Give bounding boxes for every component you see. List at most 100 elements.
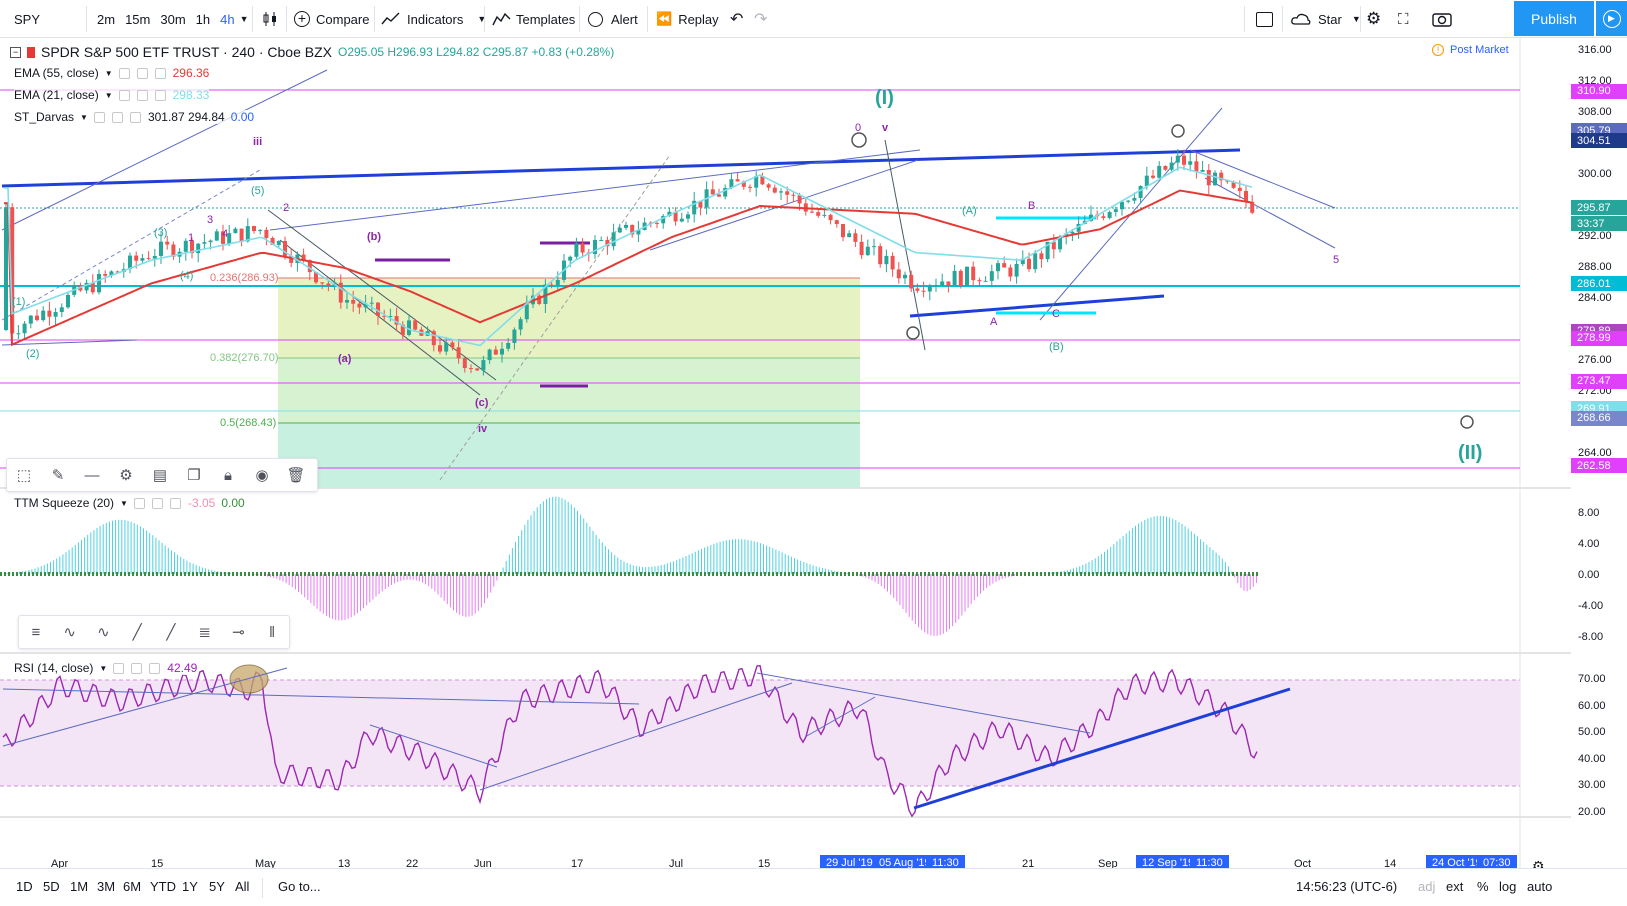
pencil-icon[interactable]: ✎ — [51, 467, 65, 484]
wave-label[interactable]: iv — [478, 423, 488, 435]
visibility-icon[interactable] — [133, 497, 145, 509]
clock-label[interactable]: 14:56:23 (UTC-6) — [1296, 879, 1398, 894]
range-5y[interactable]: 5Y — [209, 879, 225, 894]
settings-icon[interactable] — [131, 662, 143, 674]
darvas-legend[interactable]: ST_Darvas ▼ 301.87 294.84 0.00 — [14, 110, 255, 124]
rsi-trendline[interactable] — [2, 667, 288, 747]
price-level-box[interactable]: 286.01 — [1571, 276, 1627, 292]
timeframe-4h[interactable]: 4h — [220, 11, 235, 27]
close-icon[interactable] — [149, 662, 161, 674]
ttm-legend[interactable]: TTM Squeeze (20) ▼ -3.05 0.00 — [14, 496, 245, 510]
settings-icon[interactable] — [136, 89, 148, 101]
collapse-icon[interactable]: − — [10, 46, 21, 58]
timeframe-30m[interactable]: 30m — [160, 11, 186, 27]
wave-label[interactable]: iii — [253, 136, 263, 148]
range-3m[interactable]: 3M — [97, 879, 116, 894]
symbol-legend[interactable]: − SPDR S&P 500 ETF TRUST · 240 · Cboe BZ… — [10, 44, 615, 60]
goto-button[interactable]: Go to... — [278, 879, 321, 894]
range-1m[interactable]: 1M — [70, 879, 89, 894]
vertical-lines-icon[interactable]: ‖ — [269, 623, 276, 641]
lines-icon[interactable]: ≡ — [31, 623, 41, 641]
wave-label[interactable]: 2 — [283, 202, 290, 214]
wave-label[interactable]: (B) — [1049, 341, 1064, 353]
channel-line[interactable] — [1189, 149, 1336, 209]
channel-line-dashed[interactable] — [1, 169, 261, 321]
wave-a-marker[interactable] — [906, 326, 920, 340]
gear-icon[interactable]: ⚙ — [1366, 9, 1382, 28]
visibility-icon[interactable] — [93, 111, 105, 123]
wave-label[interactable]: (b) — [367, 231, 382, 243]
fib-icon[interactable]: ≣ — [198, 624, 211, 641]
ray-icon[interactable]: ╱ — [166, 624, 176, 641]
channel-line[interactable] — [884, 139, 926, 351]
price-level-box[interactable]: 33:37 — [1571, 216, 1627, 231]
undo-icon[interactable]: ↶ — [730, 11, 744, 28]
channel-line[interactable] — [1, 339, 138, 346]
visibility-icon[interactable] — [118, 89, 130, 101]
replay-button[interactable]: ⏪ Replay — [656, 0, 719, 38]
gear-icon[interactable]: ⚙ — [119, 467, 133, 484]
templates-button[interactable]: Templates — [492, 0, 575, 38]
price-level-box[interactable]: 304.51 — [1571, 133, 1627, 149]
star-button[interactable]: Star ▼ — [1290, 0, 1361, 38]
close-icon[interactable] — [169, 497, 181, 509]
redo-icon[interactable]: ↷ — [754, 11, 768, 28]
wave-label[interactable]: C — [1052, 308, 1060, 320]
channel-line[interactable] — [269, 149, 921, 231]
post-market-badge[interactable]: ! Post Market — [1432, 44, 1509, 56]
rsi-trendline[interactable] — [756, 672, 1091, 734]
wave-label[interactable]: 5 — [1333, 254, 1340, 266]
channel-line-dashed[interactable] — [439, 154, 671, 481]
range-5d[interactable]: 5D — [43, 879, 60, 894]
price-level-box[interactable]: 273.47 — [1571, 373, 1627, 389]
camera-icon[interactable] — [1432, 0, 1452, 38]
price-level-box[interactable]: 268.66 — [1571, 410, 1627, 426]
close-icon[interactable] — [154, 89, 166, 101]
log-toggle[interactable]: log — [1499, 879, 1517, 894]
trendline-icon[interactable]: ╱ — [132, 624, 142, 641]
wave-label[interactable]: (a) — [338, 353, 352, 365]
wave-label[interactable]: 0 — [855, 122, 862, 134]
template-icon[interactable]: ▤ — [152, 467, 168, 484]
visibility-icon[interactable] — [118, 67, 130, 79]
rsi-highlight-ellipse[interactable] — [229, 664, 269, 694]
channel-line[interactable] — [279, 239, 481, 396]
rsi-trendline[interactable] — [369, 724, 498, 768]
rsi-legend[interactable]: RSI (14, close) ▼ 42.49 — [14, 661, 198, 675]
auto-toggle[interactable]: auto — [1527, 879, 1553, 894]
chart-type-button[interactable] — [262, 0, 278, 38]
support-trendline[interactable] — [909, 294, 1165, 318]
range-all[interactable]: All — [235, 879, 250, 894]
range-6m[interactable]: 6M — [123, 879, 142, 894]
line-style-icon[interactable]: — — [84, 466, 100, 484]
wave-123-icon[interactable]: ∿ — [63, 624, 76, 641]
wave-label[interactable]: (A) — [962, 205, 977, 217]
wave-label[interactable]: 3 — [207, 214, 214, 226]
percent-toggle[interactable]: % — [1477, 879, 1489, 894]
channel-line[interactable] — [1204, 177, 1336, 249]
clone-icon[interactable]: ❐ — [187, 467, 201, 484]
alert-button[interactable]: Alert — [588, 0, 638, 38]
rsi-trendline[interactable] — [2, 688, 640, 705]
chevron-down-icon[interactable]: ▼ — [239, 14, 249, 24]
wave-0-marker[interactable] — [851, 132, 867, 148]
indicators-button[interactable]: Indicators ▼ — [381, 0, 486, 38]
wave-label[interactable]: 4 — [222, 228, 229, 240]
wave-label-primary[interactable]: (I) — [875, 87, 894, 109]
rsi-trendline[interactable] — [479, 682, 793, 791]
settings-icon[interactable] — [151, 497, 163, 509]
resistance-trendline[interactable] — [1, 148, 1241, 188]
fullscreen-layout-button[interactable] — [1256, 0, 1273, 38]
price-level-box[interactable]: 295.87 — [1571, 200, 1627, 215]
timeframe-2m[interactable]: 2m — [97, 11, 116, 27]
price-level-box[interactable]: 262.58 — [1571, 458, 1627, 473]
select-icon[interactable]: ⬚ — [16, 467, 32, 484]
wave-b-marker[interactable] — [1171, 124, 1185, 138]
play-icon[interactable]: ▶ — [1596, 1, 1627, 36]
wave-label[interactable]: (1) — [12, 296, 26, 308]
wave-label[interactable]: (2) — [26, 348, 40, 360]
horizontal-line-icon[interactable]: ⊸ — [232, 624, 245, 641]
range-1y[interactable]: 1Y — [182, 879, 198, 894]
price-level-box[interactable]: 278.99 — [1571, 330, 1627, 346]
rsi-support-trendline[interactable] — [913, 687, 1291, 810]
